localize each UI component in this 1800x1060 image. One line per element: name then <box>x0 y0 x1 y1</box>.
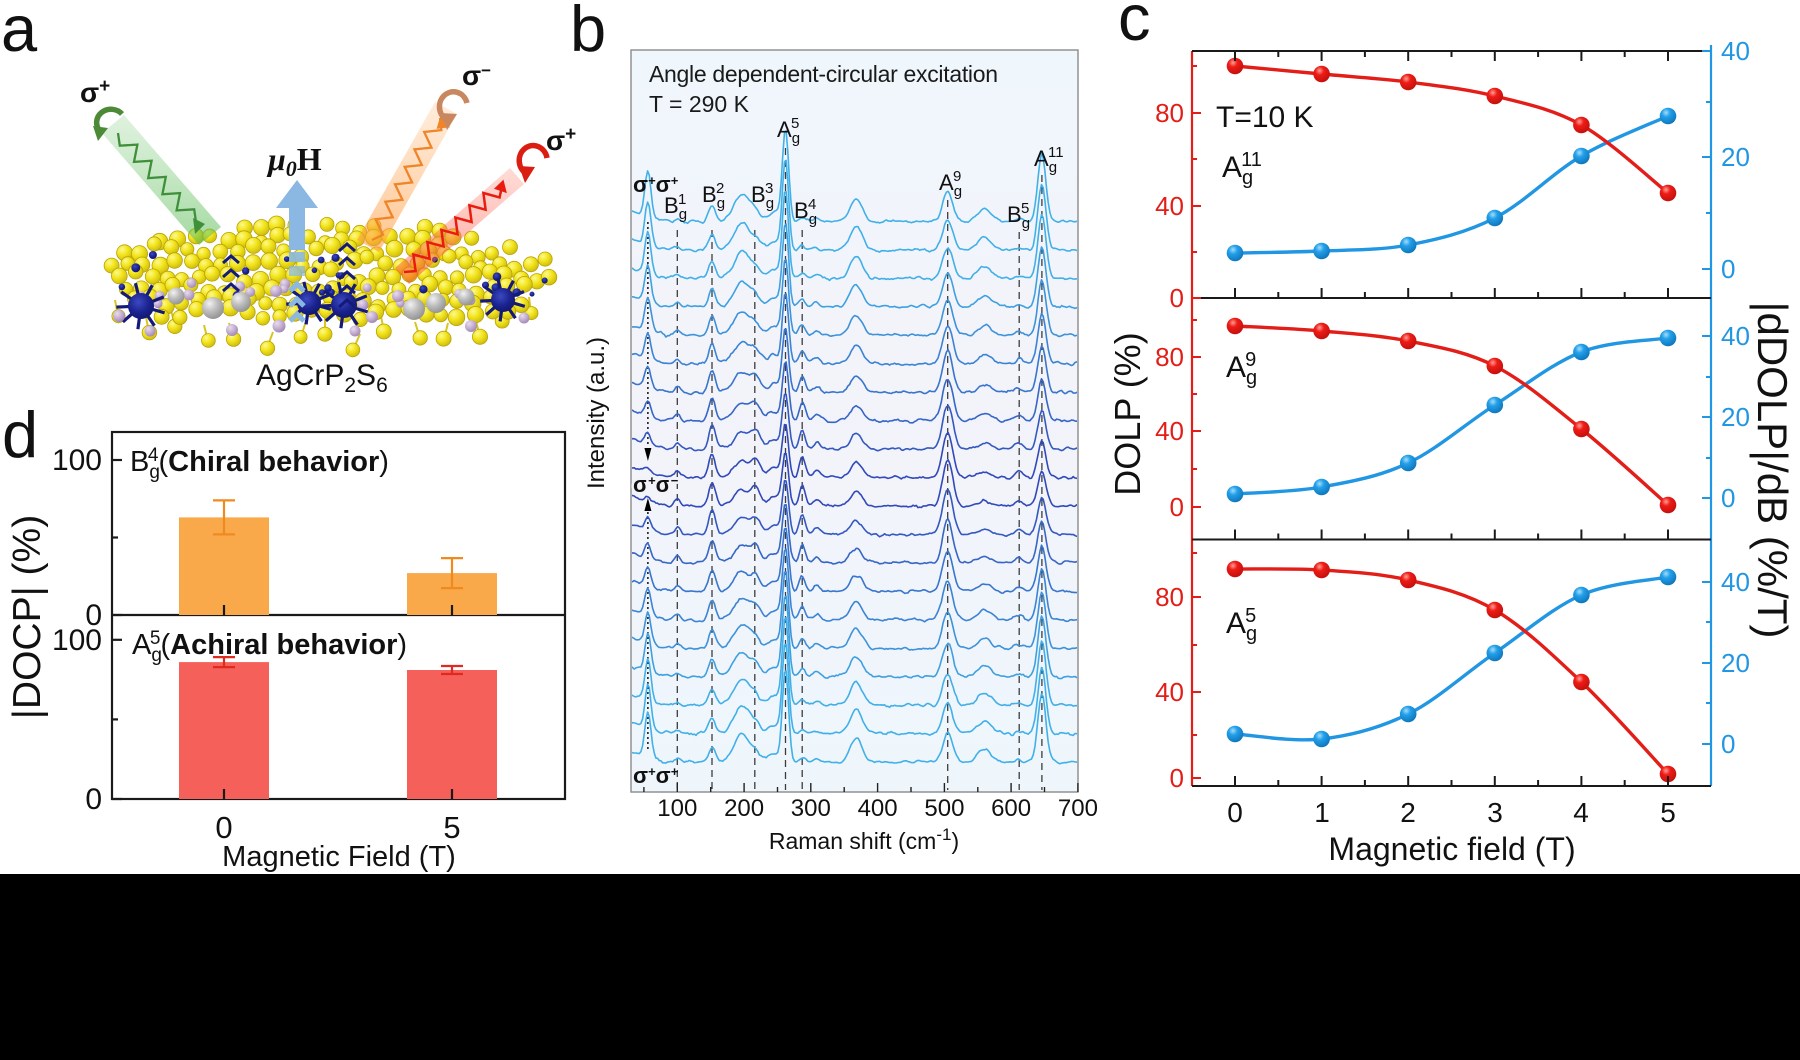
svg-text:0: 0 <box>1721 483 1735 513</box>
svg-text:0: 0 <box>1170 763 1184 793</box>
svg-text:0: 0 <box>85 783 102 816</box>
svg-text:AgCrP2S6: AgCrP2S6 <box>256 359 388 397</box>
svg-text:40: 40 <box>1155 416 1184 446</box>
svg-text:Ag5(Achiral behavior): Ag5(Achiral behavior) <box>132 628 407 666</box>
svg-text:c: c <box>1118 0 1151 54</box>
svg-text:Ag9: Ag9 <box>1226 349 1257 389</box>
svg-text:0: 0 <box>85 599 102 632</box>
svg-text:Bg4(Chiral behavior): Bg4(Chiral behavior) <box>130 445 389 483</box>
svg-text:80: 80 <box>1155 98 1184 128</box>
svg-text:40: 40 <box>1155 677 1184 707</box>
svg-text:40: 40 <box>1155 191 1184 221</box>
svg-text:Ag5: Ag5 <box>1226 605 1257 645</box>
svg-text:Bg3: Bg3 <box>751 180 774 212</box>
svg-text:0: 0 <box>215 810 232 845</box>
svg-text:Raman shift (cm-1): Raman shift (cm-1) <box>769 825 959 855</box>
svg-text:Ag5: Ag5 <box>777 115 800 147</box>
svg-text:4: 4 <box>1573 797 1589 828</box>
svg-text:400: 400 <box>858 795 898 822</box>
svg-text:300: 300 <box>791 795 831 822</box>
svg-text:0: 0 <box>1170 283 1184 313</box>
svg-text:20: 20 <box>1721 402 1750 432</box>
svg-text:Intensity (a.u.): Intensity (a.u.) <box>583 337 610 489</box>
svg-text:Magnetic field (T): Magnetic field (T) <box>1328 831 1575 867</box>
svg-text:σ+σ−: σ+σ− <box>633 472 679 497</box>
svg-text:40: 40 <box>1721 567 1750 597</box>
svg-text:Bg4: Bg4 <box>794 196 817 228</box>
svg-text:5: 5 <box>443 810 460 845</box>
svg-text:0: 0 <box>1227 797 1243 828</box>
svg-text:Angle dependent-circular excit: Angle dependent-circular excitation <box>649 61 998 87</box>
svg-text:40: 40 <box>1721 36 1750 66</box>
svg-text:20: 20 <box>1721 142 1750 172</box>
svg-text:100: 100 <box>657 795 697 822</box>
svg-text:80: 80 <box>1155 582 1184 612</box>
svg-text:0: 0 <box>1170 492 1184 522</box>
svg-text:40: 40 <box>1721 321 1750 351</box>
svg-text:T = 290 K: T = 290 K <box>649 91 750 117</box>
svg-text:500: 500 <box>924 795 964 822</box>
svg-text:20: 20 <box>1721 648 1750 678</box>
svg-text:T=10 K: T=10 K <box>1216 101 1314 134</box>
svg-text:Bg5: Bg5 <box>1007 200 1030 232</box>
svg-text:80: 80 <box>1155 342 1184 372</box>
svg-text:|dDOLP|/dB (%/T): |dDOLP|/dB (%/T) <box>1749 302 1796 639</box>
svg-text:3: 3 <box>1487 797 1503 828</box>
svg-text:Bg1: Bg1 <box>664 191 687 223</box>
svg-text:0: 0 <box>1721 254 1735 284</box>
svg-text:100: 100 <box>52 624 102 657</box>
svg-text:d: d <box>2 398 38 471</box>
svg-text:1: 1 <box>1314 797 1330 828</box>
svg-text:a: a <box>1 0 38 65</box>
svg-text:100: 100 <box>52 444 102 477</box>
svg-text:b: b <box>570 0 606 65</box>
svg-text:600: 600 <box>991 795 1031 822</box>
svg-text:0: 0 <box>1721 729 1735 759</box>
svg-text:Ag9: Ag9 <box>939 168 962 200</box>
svg-text:DOLP (%): DOLP (%) <box>1107 332 1148 495</box>
svg-text:200: 200 <box>724 795 764 822</box>
svg-text:5: 5 <box>1660 797 1676 828</box>
svg-text:|DOCP| (%): |DOCP| (%) <box>6 515 49 719</box>
svg-text:Bg2: Bg2 <box>702 180 725 212</box>
svg-text:Magnetic Field (T): Magnetic Field (T) <box>222 841 456 873</box>
svg-text:700: 700 <box>1058 795 1098 822</box>
svg-text:2: 2 <box>1400 797 1416 828</box>
